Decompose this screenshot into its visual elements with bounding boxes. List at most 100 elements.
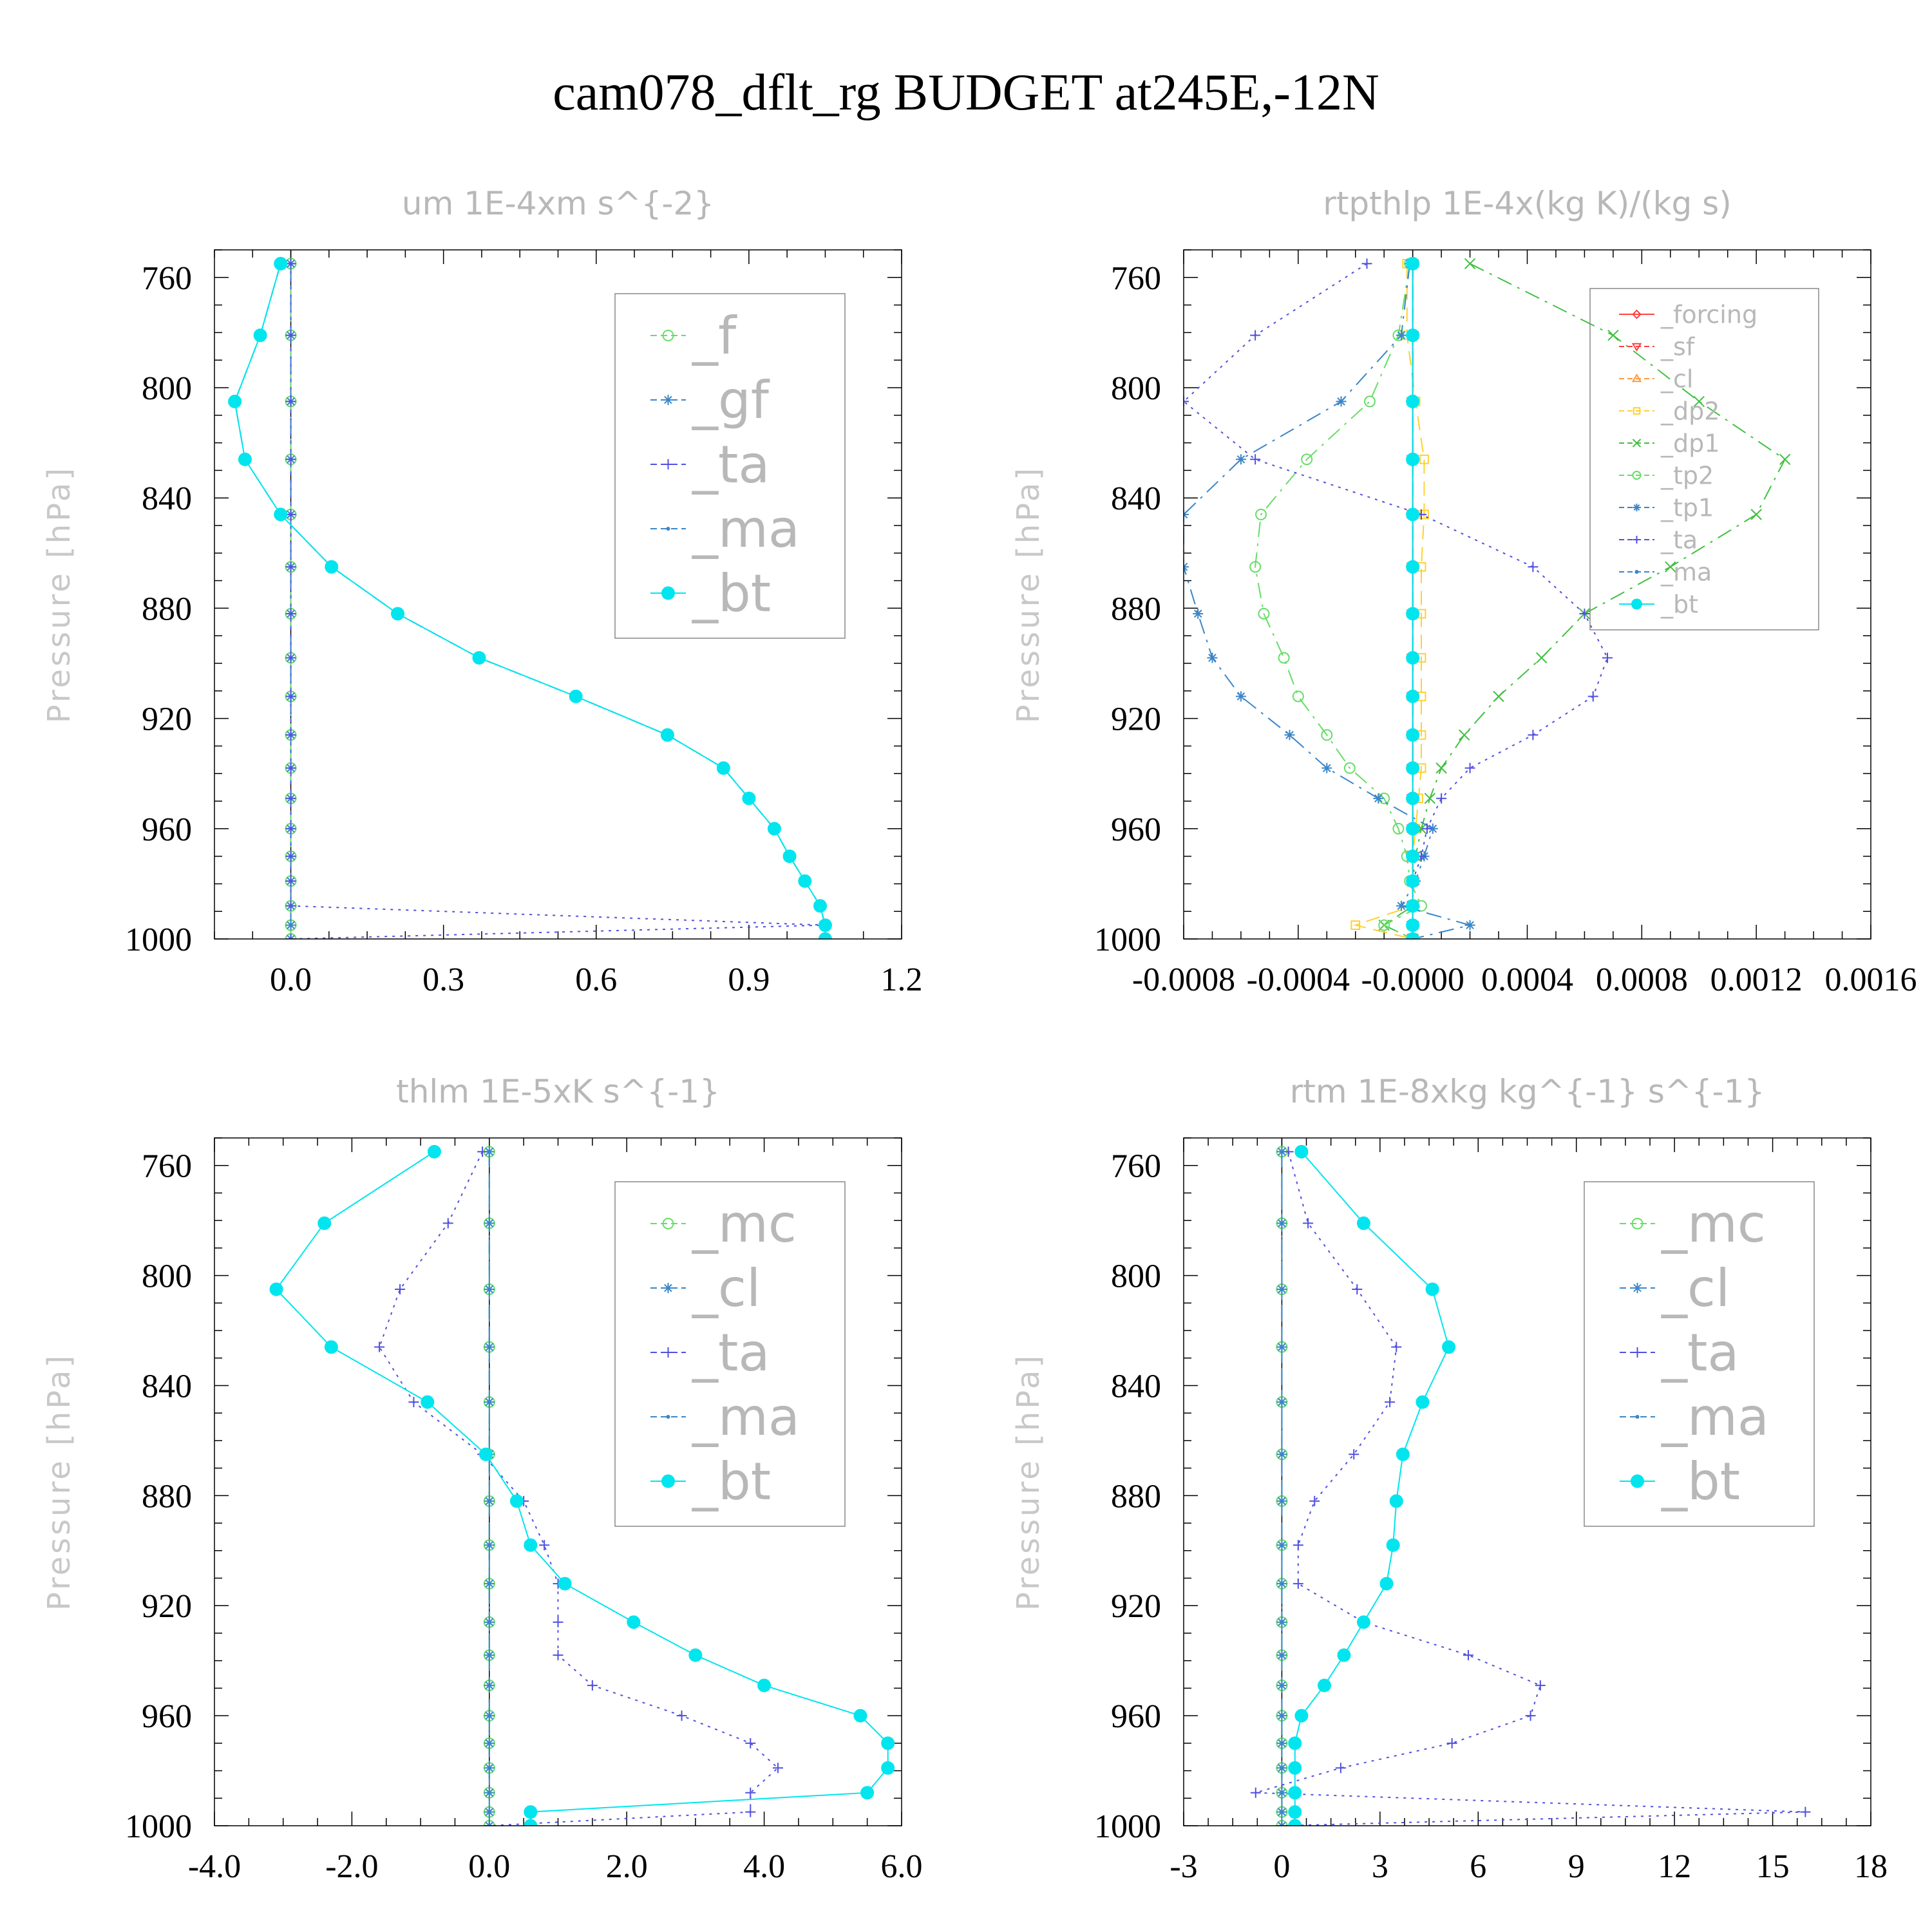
y-tick-label: 800: [1111, 1258, 1161, 1295]
data-point-bt: [818, 932, 832, 939]
data-point-ta: [285, 900, 296, 911]
data-point-bt: [757, 1678, 772, 1692]
data-point-dp1: [1536, 652, 1548, 664]
data-point-bt: [391, 607, 405, 621]
data-point-bt: [1317, 1678, 1331, 1692]
y-tick-label: 800: [1111, 370, 1161, 407]
data-point-bt: [1337, 1648, 1351, 1662]
y-tick-label: 880: [142, 1478, 192, 1515]
data-point-ta: [285, 562, 296, 573]
data-point-bt: [627, 1615, 641, 1629]
data-point-dp1: [1435, 762, 1447, 774]
data-point-ta: [442, 1218, 453, 1229]
y-tick-label: 840: [142, 1368, 192, 1405]
data-point-tp2: [1278, 652, 1290, 664]
data-point-bt: [1406, 560, 1420, 574]
series-layer: [228, 256, 832, 939]
data-point-tp1: [1396, 330, 1406, 341]
data-point-bt: [1406, 689, 1420, 703]
y-axis-label: Pressure [hPa]: [1010, 1353, 1046, 1611]
data-point-ma: [1280, 1766, 1284, 1770]
data-point-ma: [487, 1620, 491, 1624]
y-tick-label: 760: [1111, 1148, 1161, 1185]
data-point-bt: [1416, 1395, 1430, 1409]
legend-marker-f: [662, 330, 674, 341]
series-line-ta: [1255, 1151, 1806, 1826]
data-point-bt: [427, 1144, 441, 1159]
legend-marker-ma: [1635, 1415, 1640, 1419]
x-tick-label: 4.0: [743, 1848, 785, 1885]
data-point-bt: [1379, 1577, 1394, 1591]
data-point-bt: [1406, 791, 1420, 806]
y-tick-label: 1000: [125, 922, 192, 958]
data-point-ta: [285, 876, 296, 887]
data-point-ta: [408, 1397, 419, 1408]
x-tick-label: 0.9: [728, 961, 770, 998]
y-tick-label: 1000: [125, 1808, 192, 1845]
data-point-ta: [553, 1616, 564, 1627]
data-point-ma: [487, 1582, 491, 1586]
legend-label: _mc: [1661, 1194, 1766, 1254]
data-point-bt: [269, 1282, 283, 1296]
y-tick-label: 960: [1111, 811, 1161, 848]
data-point-ta: [1421, 823, 1432, 834]
data-point-ta: [1361, 258, 1372, 269]
data-point-bt: [881, 1736, 895, 1750]
data-point-ta: [1446, 1738, 1457, 1748]
legend-marker-ta: [663, 1347, 674, 1358]
legend-marker-bt: [1631, 598, 1642, 610]
panel-title: thlm 1E-5xK s^{-1}: [396, 1073, 720, 1110]
data-point-tp2: [1301, 453, 1313, 466]
data-point-ta: [587, 1680, 598, 1691]
series-layer: [269, 1144, 895, 1826]
data-point-dp1: [1458, 729, 1470, 741]
panel-title: rtpthlp 1E-4x(kg K)/(kg s): [1323, 185, 1731, 222]
data-point-ta: [395, 1283, 406, 1294]
x-tick-label: 0.0008: [1596, 961, 1688, 998]
legend-marker-cl: [1631, 374, 1642, 383]
data-point-ta: [1579, 608, 1590, 619]
x-tick-label: 6: [1470, 1848, 1486, 1885]
y-tick-label: 920: [1111, 1588, 1161, 1625]
data-point-bt: [1288, 1736, 1302, 1750]
data-point-bt: [1406, 650, 1420, 665]
data-point-ta: [285, 851, 296, 862]
legend: _f_gf_ta_ma_bt: [614, 293, 846, 639]
plot-frame: [1183, 249, 1871, 940]
data-point-ta: [553, 1650, 564, 1661]
x-tick-label: 0.0012: [1710, 961, 1803, 998]
data-point-bt: [818, 918, 832, 933]
data-point-tp1: [1373, 793, 1384, 804]
data-point-bt: [1406, 507, 1420, 522]
y-tick-label: 920: [142, 1588, 192, 1625]
data-point-bt: [1406, 256, 1420, 270]
data-point-tp2: [1363, 395, 1376, 408]
data-point-bt: [253, 328, 267, 343]
data-point-bt: [274, 507, 288, 522]
data-point-ma: [487, 1766, 491, 1770]
data-point-ta: [1309, 1495, 1320, 1506]
data-point-ta: [285, 691, 296, 702]
data-point-ma: [1280, 1543, 1284, 1548]
legend-marker-forcing: [1632, 309, 1642, 319]
data-point-ta: [1293, 1540, 1303, 1551]
data-point-ta: [1250, 330, 1261, 341]
panel-4: rtm 1E-8xkg kg^{-1} s^{-1} Pressure [hPa]…: [1010, 1073, 1888, 1885]
data-point-dp1: [1424, 793, 1436, 804]
data-point-bt: [238, 452, 252, 466]
legend-marker-ta: [1632, 1347, 1643, 1358]
data-point-bt: [1288, 1786, 1302, 1800]
legend-marker-ma: [666, 527, 670, 531]
y-tick-label: 760: [142, 1148, 192, 1185]
series-line-ta: [290, 263, 826, 939]
data-point-ta: [1293, 1578, 1303, 1589]
legend-label: _bt: [1660, 590, 1698, 618]
data-point-bt: [1406, 849, 1420, 864]
data-point-dp1: [1665, 561, 1676, 573]
data-point-ma: [1280, 1790, 1284, 1795]
x-tick-label: -4.0: [188, 1848, 241, 1885]
data-point-bt: [1406, 932, 1420, 939]
data-point-bt: [1406, 452, 1420, 466]
